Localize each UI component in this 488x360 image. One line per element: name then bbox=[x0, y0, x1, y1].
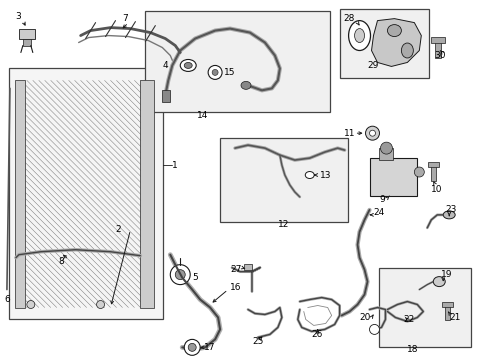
Ellipse shape bbox=[348, 21, 370, 50]
Text: 6: 6 bbox=[4, 295, 10, 304]
Text: 24: 24 bbox=[373, 208, 384, 217]
Bar bbox=[140, 80, 154, 307]
Text: 20: 20 bbox=[359, 313, 370, 322]
Ellipse shape bbox=[184, 62, 192, 68]
Bar bbox=[9, 68, 163, 319]
Bar bbox=[379, 268, 470, 347]
Text: 10: 10 bbox=[430, 185, 442, 194]
Text: 14: 14 bbox=[197, 111, 208, 120]
Bar bbox=[444, 305, 449, 320]
Bar bbox=[19, 28, 35, 39]
Ellipse shape bbox=[305, 171, 314, 179]
Text: 22: 22 bbox=[403, 315, 414, 324]
Circle shape bbox=[380, 142, 392, 154]
Bar bbox=[427, 162, 438, 167]
Text: 29: 29 bbox=[367, 61, 378, 70]
Bar bbox=[220, 138, 347, 222]
Text: 17: 17 bbox=[203, 343, 215, 352]
Text: 8: 8 bbox=[59, 257, 64, 266]
Ellipse shape bbox=[442, 211, 454, 219]
Text: 15: 15 bbox=[224, 68, 235, 77]
Bar bbox=[379, 148, 393, 160]
Bar bbox=[369, 158, 416, 196]
Text: 19: 19 bbox=[440, 270, 452, 279]
Ellipse shape bbox=[241, 81, 250, 89]
Circle shape bbox=[188, 343, 196, 351]
Text: 30: 30 bbox=[433, 51, 445, 60]
Circle shape bbox=[369, 324, 379, 334]
Circle shape bbox=[212, 69, 218, 75]
Text: 25: 25 bbox=[251, 337, 263, 346]
Circle shape bbox=[170, 265, 190, 285]
Text: 26: 26 bbox=[311, 330, 323, 339]
Text: 5: 5 bbox=[192, 273, 198, 282]
Bar bbox=[145, 11, 329, 112]
Bar bbox=[162, 90, 170, 102]
Circle shape bbox=[369, 130, 375, 136]
Text: 11: 11 bbox=[343, 129, 354, 138]
Ellipse shape bbox=[180, 59, 196, 71]
Ellipse shape bbox=[354, 28, 364, 42]
Circle shape bbox=[27, 301, 35, 309]
Text: 16: 16 bbox=[229, 283, 241, 292]
Ellipse shape bbox=[401, 43, 412, 58]
Circle shape bbox=[96, 301, 104, 309]
Bar bbox=[244, 264, 251, 270]
Circle shape bbox=[184, 339, 200, 355]
Ellipse shape bbox=[386, 24, 401, 37]
Text: 1: 1 bbox=[172, 161, 178, 170]
Text: 3: 3 bbox=[15, 12, 20, 21]
Bar bbox=[15, 80, 25, 307]
Text: 18: 18 bbox=[407, 345, 418, 354]
Circle shape bbox=[365, 126, 379, 140]
Circle shape bbox=[413, 167, 424, 177]
Text: 28: 28 bbox=[343, 14, 354, 23]
Polygon shape bbox=[371, 19, 421, 67]
Text: 12: 12 bbox=[277, 220, 289, 229]
Text: 21: 21 bbox=[448, 313, 460, 322]
Text: 13: 13 bbox=[319, 171, 330, 180]
Bar bbox=[339, 9, 428, 78]
Text: 7: 7 bbox=[122, 14, 128, 23]
Text: 9: 9 bbox=[379, 195, 385, 204]
Bar bbox=[430, 37, 444, 42]
Bar bbox=[430, 165, 435, 181]
Bar bbox=[434, 41, 440, 58]
Text: 27: 27 bbox=[229, 265, 241, 274]
Bar bbox=[23, 39, 31, 45]
Text: 4: 4 bbox=[162, 61, 167, 70]
Circle shape bbox=[208, 66, 222, 80]
Text: 23: 23 bbox=[444, 206, 456, 215]
Bar bbox=[441, 302, 452, 306]
Ellipse shape bbox=[432, 276, 444, 287]
Circle shape bbox=[175, 270, 185, 280]
Text: 2: 2 bbox=[115, 225, 121, 234]
